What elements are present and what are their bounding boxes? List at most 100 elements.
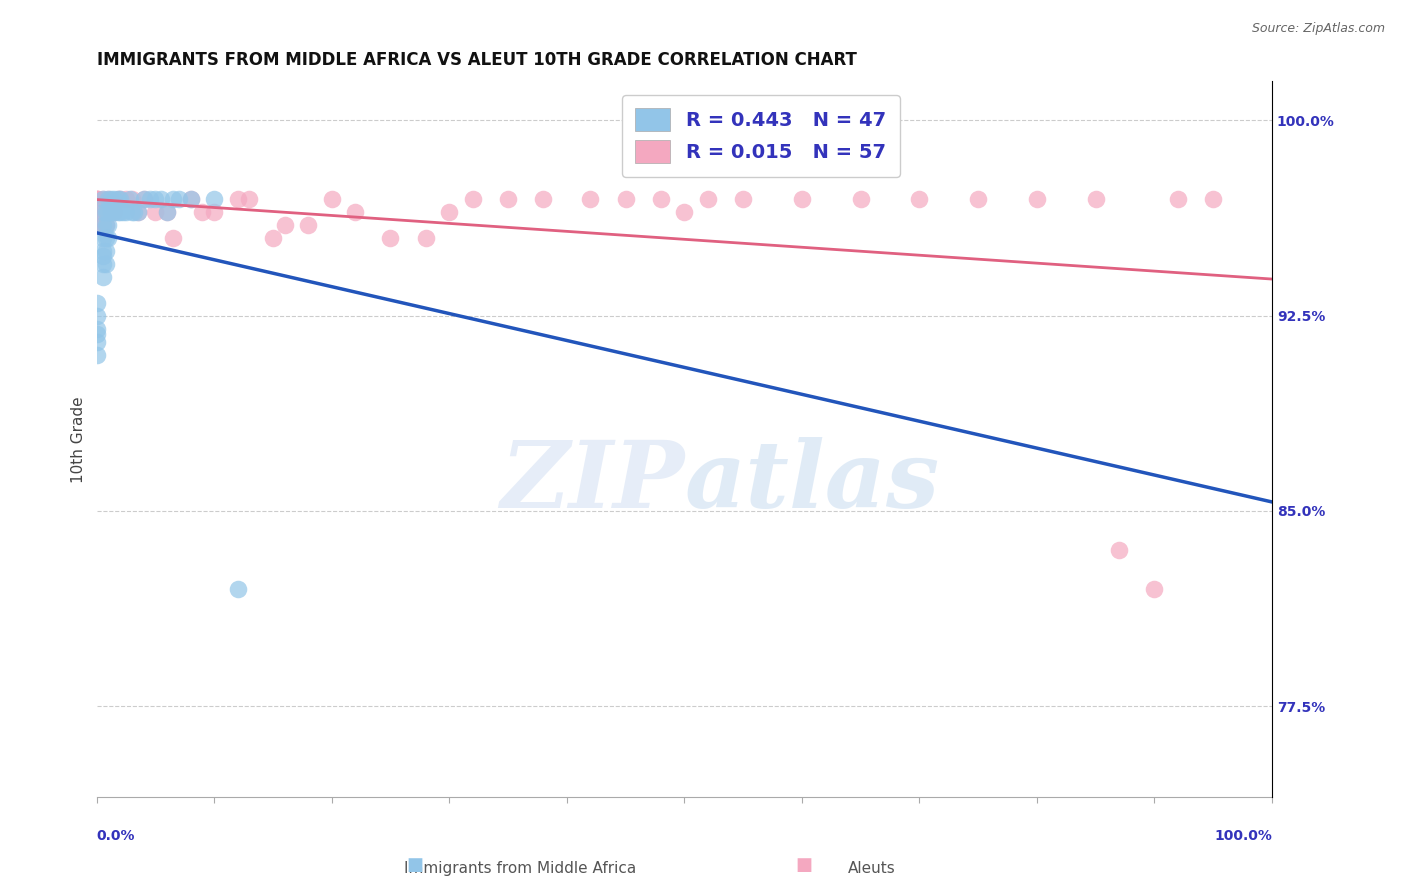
Point bbox=[127, 204, 149, 219]
Point bbox=[97, 204, 120, 219]
Point bbox=[156, 204, 179, 219]
Point bbox=[439, 204, 461, 219]
Point bbox=[107, 204, 129, 219]
Point bbox=[650, 192, 672, 206]
Point bbox=[100, 192, 122, 206]
Point bbox=[145, 204, 167, 219]
Point bbox=[496, 192, 519, 206]
Point bbox=[86, 204, 108, 219]
Point bbox=[91, 218, 114, 232]
Point bbox=[86, 348, 108, 362]
Point bbox=[107, 192, 129, 206]
Point bbox=[461, 192, 484, 206]
Text: ■: ■ bbox=[406, 856, 423, 874]
Point bbox=[115, 204, 138, 219]
Point bbox=[191, 204, 214, 219]
Text: Immigrants from Middle Africa: Immigrants from Middle Africa bbox=[404, 861, 637, 876]
Point bbox=[97, 204, 120, 219]
Point bbox=[121, 204, 143, 219]
Point bbox=[111, 204, 134, 219]
Point bbox=[86, 192, 108, 206]
Point bbox=[91, 218, 114, 232]
Point bbox=[167, 192, 190, 206]
Point bbox=[202, 204, 225, 219]
Text: ZIP: ZIP bbox=[501, 437, 685, 527]
Point bbox=[86, 192, 108, 206]
Point bbox=[94, 257, 117, 271]
Point bbox=[531, 192, 554, 206]
Point bbox=[97, 192, 120, 206]
Point bbox=[579, 192, 602, 206]
Point bbox=[86, 192, 108, 206]
Point bbox=[86, 295, 108, 310]
Text: Source: ZipAtlas.com: Source: ZipAtlas.com bbox=[1251, 22, 1385, 36]
Point bbox=[91, 257, 114, 271]
Point bbox=[849, 192, 872, 206]
Point bbox=[91, 192, 114, 206]
Point bbox=[274, 218, 297, 232]
Point bbox=[91, 269, 114, 284]
Point bbox=[1108, 543, 1130, 558]
Point bbox=[86, 326, 108, 341]
Point bbox=[94, 218, 117, 232]
Text: IMMIGRANTS FROM MIDDLE AFRICA VS ALEUT 10TH GRADE CORRELATION CHART: IMMIGRANTS FROM MIDDLE AFRICA VS ALEUT 1… bbox=[97, 51, 856, 69]
Point bbox=[202, 192, 225, 206]
Point bbox=[1202, 192, 1225, 206]
Point bbox=[94, 230, 117, 244]
Point bbox=[86, 321, 108, 335]
Point bbox=[108, 204, 131, 219]
Point bbox=[108, 192, 131, 206]
Point bbox=[132, 192, 155, 206]
Point bbox=[790, 192, 813, 206]
Point bbox=[415, 230, 437, 244]
Point bbox=[145, 192, 167, 206]
Point bbox=[967, 192, 990, 206]
Point bbox=[138, 192, 160, 206]
Point bbox=[614, 192, 637, 206]
Point bbox=[132, 192, 155, 206]
Point bbox=[127, 204, 149, 219]
Point bbox=[86, 334, 108, 349]
Point bbox=[103, 192, 125, 206]
Point bbox=[91, 230, 114, 244]
Point bbox=[94, 244, 117, 258]
Point bbox=[156, 204, 179, 219]
Y-axis label: 10th Grade: 10th Grade bbox=[72, 396, 86, 483]
Point bbox=[162, 192, 184, 206]
Point bbox=[673, 204, 696, 219]
Point bbox=[86, 218, 108, 232]
Point bbox=[344, 204, 367, 219]
Point bbox=[162, 230, 184, 244]
Point bbox=[118, 192, 141, 206]
Point bbox=[107, 192, 129, 206]
Point bbox=[94, 218, 117, 232]
Point bbox=[297, 218, 319, 232]
Point bbox=[1026, 192, 1049, 206]
Point bbox=[115, 192, 138, 206]
Point bbox=[180, 192, 202, 206]
Point bbox=[91, 244, 114, 258]
Text: atlas: atlas bbox=[685, 437, 939, 527]
Point bbox=[908, 192, 931, 206]
Point bbox=[86, 204, 108, 219]
Point bbox=[100, 204, 122, 219]
Text: 100.0%: 100.0% bbox=[1215, 829, 1272, 843]
Point bbox=[122, 204, 145, 219]
Point bbox=[150, 192, 173, 206]
Point bbox=[94, 204, 117, 219]
Point bbox=[1084, 192, 1107, 206]
Point bbox=[1143, 582, 1166, 596]
Point bbox=[91, 192, 114, 206]
Point bbox=[97, 218, 120, 232]
Point bbox=[91, 204, 114, 219]
Point bbox=[1167, 192, 1189, 206]
Point bbox=[238, 192, 260, 206]
Point bbox=[91, 204, 114, 219]
Point bbox=[108, 192, 131, 206]
Point bbox=[321, 192, 343, 206]
Point bbox=[121, 192, 143, 206]
Text: ■: ■ bbox=[796, 856, 813, 874]
Point bbox=[262, 230, 284, 244]
Point bbox=[97, 192, 120, 206]
Point bbox=[94, 204, 117, 219]
